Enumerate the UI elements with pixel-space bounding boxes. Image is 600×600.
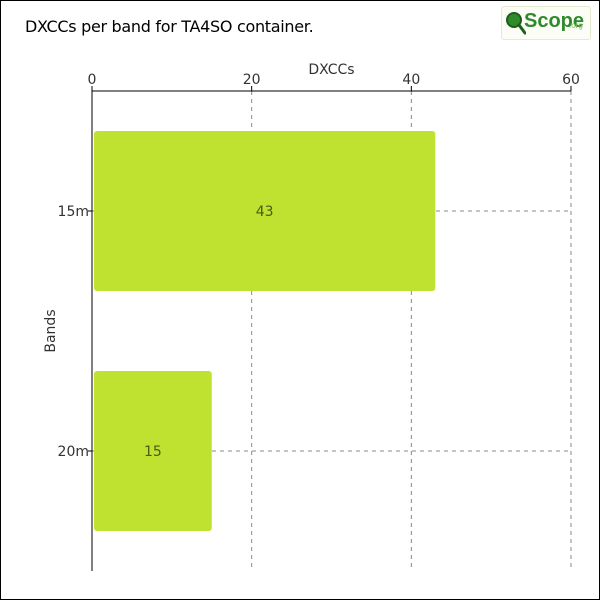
y-axis-label: Bands <box>43 309 59 352</box>
chart-title: DXCCs per band for TA4SO container. <box>25 17 314 36</box>
y-tick-label-15m: 15m <box>58 204 89 220</box>
x-tick-label: 40 <box>402 72 420 88</box>
bar-layer: 43 15 <box>94 131 436 531</box>
bar-value-label: 43 <box>256 204 274 220</box>
x-tick-label: 20 <box>243 72 261 88</box>
axis-layer: 0 20 40 60 15m 20m <box>58 72 580 571</box>
y-tick-label-20m: 20m <box>58 444 89 460</box>
qscope-logo[interactable]: Scope .org <box>501 6 591 40</box>
magnifier-q-icon <box>506 12 526 35</box>
x-tick-label: 60 <box>562 72 580 88</box>
bar-20m[interactable] <box>94 371 212 531</box>
x-axis-label: DXCCs <box>308 62 354 78</box>
bar-15m[interactable] <box>94 131 436 291</box>
x-tick-label: 0 <box>88 72 97 88</box>
logo-text: Scope <box>524 10 585 32</box>
bar-value-label: 15 <box>144 444 162 460</box>
logo-suffix: .org <box>569 21 583 30</box>
